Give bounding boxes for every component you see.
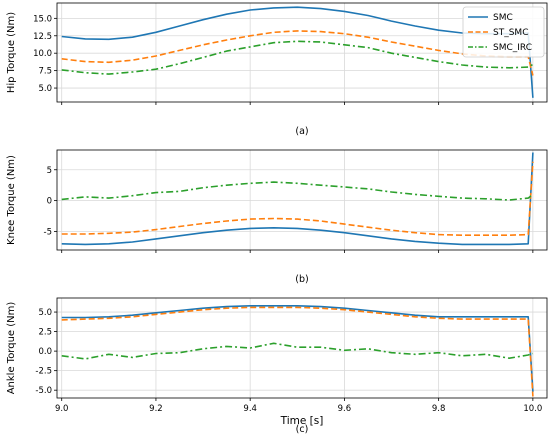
x-tick-label: 9.0 [55, 404, 69, 414]
y-tick-label: 10.0 [33, 49, 52, 59]
y-axis-label: Ankle Torque (Nm) [6, 302, 17, 395]
y-axis-label: Hip Torque (Nm) [6, 12, 17, 93]
x-tick-label: 9.2 [149, 404, 163, 414]
x-axis-label: Time [s] [280, 415, 324, 427]
series-line-smc-irc [61, 40, 534, 75]
x-tick-label: 10.0 [523, 404, 542, 414]
axes-frame [56, 149, 548, 251]
y-tick-label: 0 [47, 197, 52, 207]
panel-caption: (c) [296, 424, 309, 435]
y-tick-label: 0.0 [38, 347, 52, 357]
series-line-smc-irc [61, 342, 534, 360]
x-tick-label: 9.8 [432, 404, 446, 414]
series-line-smc [61, 305, 534, 392]
y-axis-label: Knee Torque (Nm) [6, 155, 17, 245]
legend-entry: SMC [493, 13, 513, 23]
axes-frame [56, 297, 548, 399]
series-line-smc [61, 6, 534, 98]
y-tick-label: 5 [47, 166, 52, 176]
y-tick-label: 15.0 [33, 14, 52, 24]
y-tick-label: -5.0 [35, 386, 52, 396]
x-tick-label: 9.4 [243, 404, 257, 414]
y-tick-label: -5 [44, 227, 52, 237]
y-tick-label: 5.0 [38, 84, 52, 94]
panel-3: -5.0 -2.5 0.0 2.5 5.0 9.0 9.2 9.4 9.6 9.8 10.0 Ankl… [6, 297, 548, 435]
y-tick-label: 7.5 [38, 67, 52, 77]
legend: SMC ST_SMC SMC_IRC [462, 6, 545, 58]
axes-frame [56, 2, 548, 103]
y-tick-label: 12.5 [33, 32, 52, 42]
series-line-st-smc [61, 161, 534, 236]
series-line-smc [61, 152, 534, 246]
series-line-smc-irc [61, 181, 534, 201]
series-line-st-smc [61, 306, 534, 397]
legend-box [462, 6, 545, 58]
y-tick-label: 5.0 [38, 308, 52, 318]
panel-2: -5 0 5 Knee Torque (Nm) (b) [6, 149, 548, 285]
panel-caption: (b) [295, 274, 308, 285]
legend-entry: ST_SMC [493, 28, 528, 38]
panel-caption: (a) [295, 126, 308, 137]
x-tick-label: 9.6 [338, 404, 352, 414]
y-tick-label: -2.5 [35, 367, 52, 377]
y-tick-label: 2.5 [38, 328, 52, 338]
legend-entry: SMC_IRC [493, 43, 532, 53]
